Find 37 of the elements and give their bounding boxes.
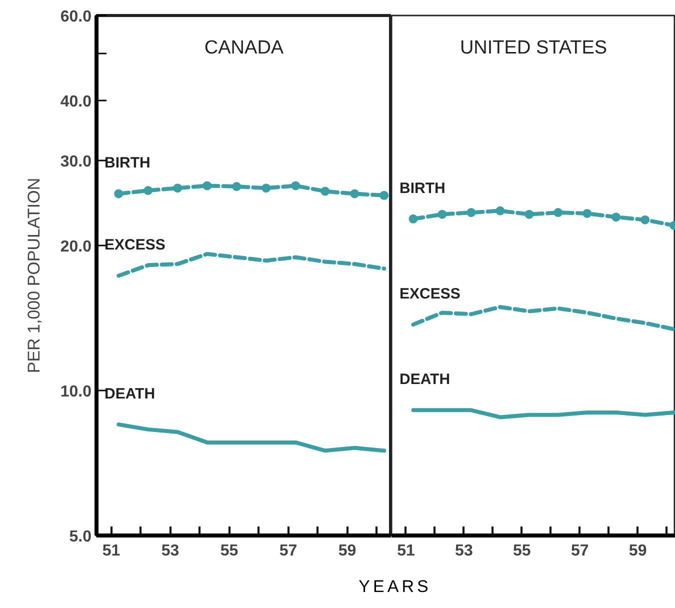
- point: [408, 214, 418, 224]
- series-label: BIRTH: [104, 154, 150, 172]
- y-tick-label: 30.0: [60, 154, 92, 171]
- series-label: EXCESS: [104, 236, 166, 254]
- point: [496, 206, 505, 216]
- x-axis-title: YEARS: [358, 576, 432, 598]
- y-tick-label: 10.0: [60, 383, 92, 400]
- y-tick-label: 20.0: [60, 238, 92, 256]
- point: [438, 210, 447, 219]
- x-tick-label: 57: [570, 542, 589, 560]
- x-tick-label: 57: [279, 542, 298, 560]
- point: [582, 208, 592, 218]
- y-axis-title: PER 1,000 POPULATION: [24, 178, 44, 374]
- x-tick-label: 55: [513, 542, 531, 560]
- x-tick-label: 59: [338, 542, 356, 560]
- series-label: DEATH: [400, 371, 450, 388]
- y-tick-label: 5.0: [69, 528, 92, 546]
- series-label: EXCESS: [400, 286, 460, 303]
- x-tick-label: 51: [397, 542, 415, 560]
- text: CANADA: [204, 38, 284, 58]
- x-tick-label: 55: [220, 542, 238, 560]
- y-tick-label: 40.0: [60, 93, 92, 110]
- text: UNITED STATES: [460, 38, 608, 58]
- point: [466, 208, 476, 218]
- line-series: [116, 252, 386, 278]
- point: [640, 215, 650, 224]
- series-label: DEATH: [104, 385, 156, 402]
- x-tick-label: 53: [455, 542, 473, 560]
- point: [524, 210, 534, 219]
- point: [612, 212, 621, 222]
- x-tick-label: 53: [161, 542, 180, 560]
- point: [554, 208, 563, 218]
- y-tick-label: 60.0: [60, 8, 92, 26]
- x-tick-label: 59: [628, 542, 647, 560]
- line-series: [116, 422, 386, 453]
- x-tick-label: 51: [102, 542, 120, 560]
- series-label: BIRTH: [400, 180, 446, 197]
